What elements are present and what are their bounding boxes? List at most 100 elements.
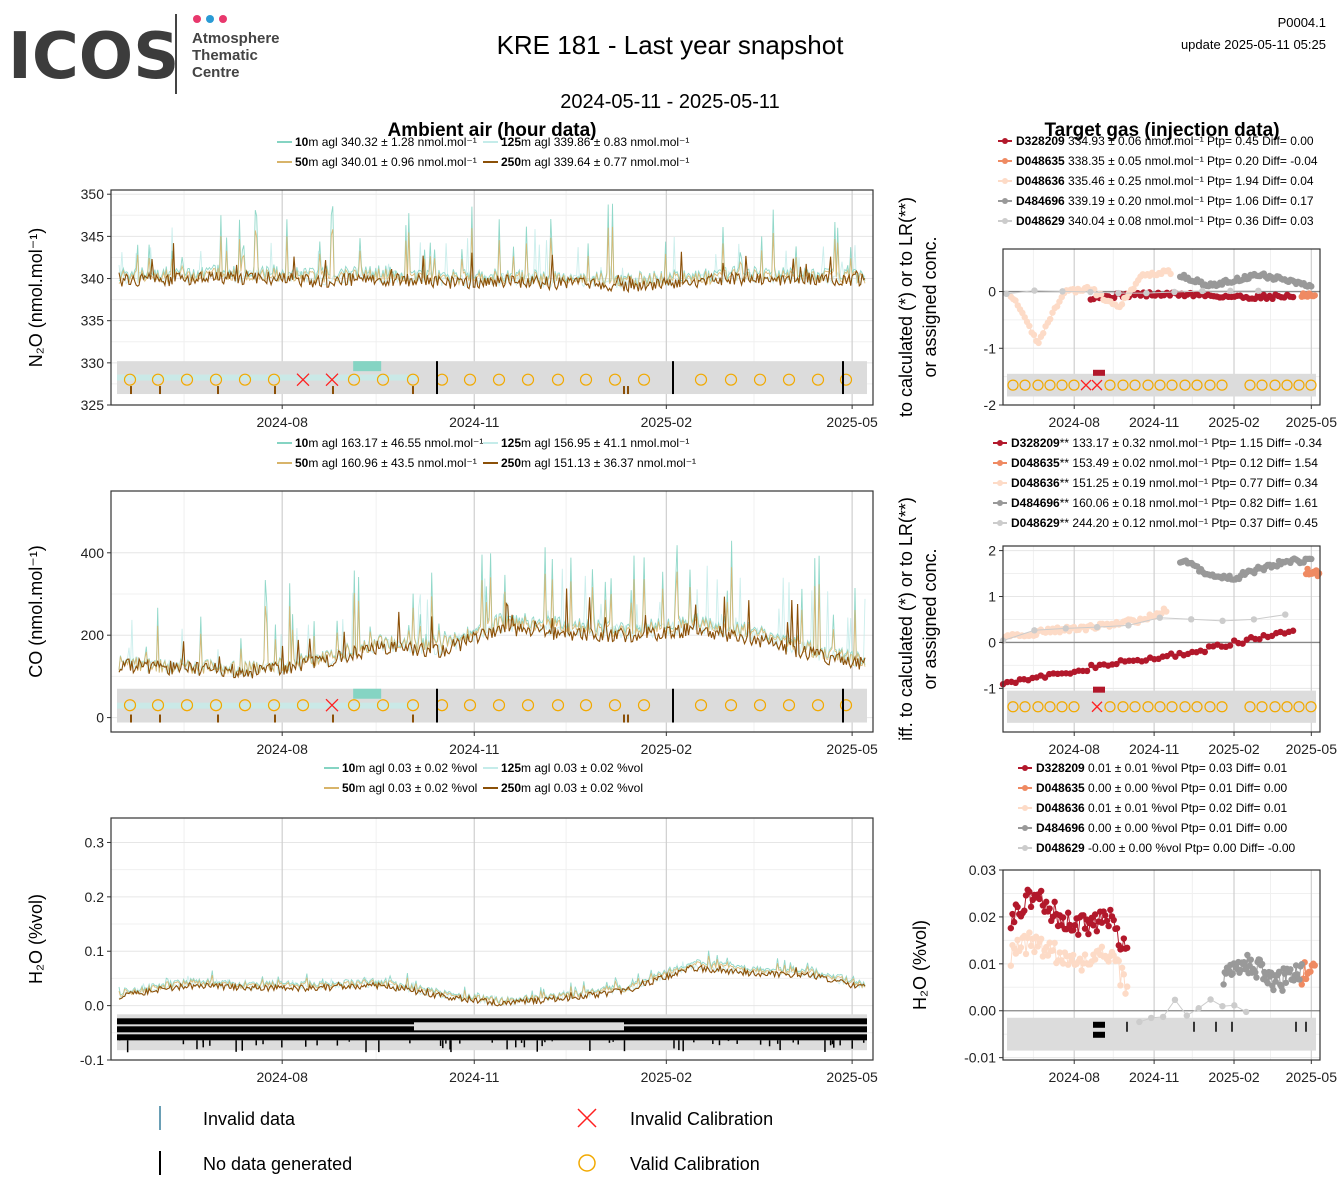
legend-entry-125: 125m agl 339.86 ± 0.83 nmol.mol⁻¹ — [501, 135, 689, 149]
panel-border — [110, 189, 874, 406]
legend-cylinder-id: D484696 — [1036, 821, 1085, 835]
valid-calibration-marker — [1166, 379, 1178, 391]
legend-stats: 0.00 ± 0.00 %vol Ptp= 0.01 Diff= 0.00 — [1085, 781, 1288, 795]
legend-height: 250 — [501, 155, 521, 169]
valid-calibration-marker — [1056, 379, 1068, 391]
data-gap-strip — [414, 1022, 624, 1031]
target-point-D048636 — [1031, 948, 1038, 956]
target-point-D328209 — [1098, 919, 1106, 926]
target-point-D328209 — [1107, 906, 1114, 914]
valid-calibration-marker — [694, 373, 708, 386]
y-tick-label: 0.3 — [85, 834, 105, 850]
target-point-D328209 — [1046, 905, 1053, 912]
target-point-D328209 — [1091, 911, 1099, 918]
target-point-D484696 — [1308, 283, 1315, 290]
invalid-data-strip — [117, 374, 417, 381]
target-point-D328209 — [1064, 909, 1072, 916]
target-point-D328209 — [1071, 921, 1079, 929]
valid-calibration-marker — [1269, 379, 1281, 391]
target-point-D048636 — [1051, 939, 1058, 947]
target-point-D048629 — [1031, 627, 1038, 634]
legend-stats: m agl 340.01 ± 0.96 nmol.mol⁻¹ — [308, 155, 476, 169]
legend-stats: ** 153.49 ± 0.02 nmol.mol⁻¹ Ptp= 0.12 Di… — [1060, 456, 1319, 470]
valid-calibration-marker — [492, 699, 506, 712]
y-tick-label: -0.01 — [964, 1050, 996, 1066]
logo-line-1: Atmosphere — [192, 30, 280, 47]
series-line-250 — [118, 243, 866, 294]
y-tick-label: -2 — [984, 397, 997, 413]
valid-calibration-marker — [1142, 379, 1154, 391]
target-panel-1: -1 0 1 2 2024-08 2024-11 2025-02 2025-05 iff. to… — [896, 436, 1337, 757]
valid-calibration-marker — [1166, 701, 1178, 713]
legend-entry-D484696: D484696 0.00 ± 0.00 %vol Ptp= 0.01 Diff=… — [1036, 821, 1288, 835]
series-line-10 — [118, 950, 866, 1005]
valid-calibration-marker — [151, 373, 165, 386]
legend-entry-D328209: D328209 0.01 ± 0.01 %vol Ptp= 0.03 Diff=… — [1036, 761, 1288, 775]
legend-dot-D048635 — [997, 460, 1003, 466]
y-tick-label: 2 — [988, 543, 996, 559]
flag-band — [1007, 1017, 1316, 1051]
target-point-D048636 — [1030, 331, 1038, 339]
date-range: 2024-05-11 - 2025-05-11 — [560, 91, 779, 113]
target-point-D484696 — [1282, 979, 1290, 986]
invalid-data-strip — [117, 702, 417, 709]
legend-dot-D484696 — [1022, 825, 1028, 831]
valid-calibration-marker — [1244, 379, 1256, 391]
legend-entry-D048635: D048635** 153.49 ± 0.02 nmol.mol⁻¹ Ptp= … — [1011, 456, 1318, 470]
target-point-D048636 — [1044, 952, 1052, 959]
x-tick-label: 2024-08 — [1049, 1069, 1101, 1085]
target-point-D048629 — [1156, 614, 1164, 621]
legend-height: 50 — [295, 456, 309, 470]
legend-dot-D328209 — [1002, 138, 1008, 144]
target-point-D484696 — [1247, 956, 1254, 963]
valid-calibration-marker — [209, 373, 223, 386]
valid-calibration-marker — [811, 373, 825, 386]
legend-stats: 0.01 ± 0.01 %vol Ptp= 0.03 Diff= 0.01 — [1085, 761, 1288, 775]
valid-calibration-marker — [1305, 379, 1317, 391]
target-point-D048636 — [1007, 962, 1015, 969]
target-point-D328209 — [1043, 898, 1050, 906]
valid-calibration-marker — [1191, 379, 1203, 391]
legend-dot-D048635 — [1002, 158, 1008, 164]
legend: D328209** 133.17 ± 0.32 nmol.mol⁻¹ Ptp= … — [993, 436, 1322, 530]
x-tick-label: 2024-11 — [449, 1069, 500, 1085]
y-tick-label: 0.1 — [85, 943, 105, 959]
target-point-D048629 — [1062, 625, 1069, 632]
x-tick-label: 2025-05 — [826, 414, 878, 430]
x-tick-label: 2024-08 — [256, 1069, 308, 1085]
valid-calibration-marker — [1117, 379, 1129, 391]
legend: D328209 0.01 ± 0.01 %vol Ptp= 0.03 Diff=… — [1018, 761, 1296, 855]
y-tick-label: 0 — [96, 710, 104, 726]
valid-calibration-marker — [1019, 379, 1031, 391]
legend-stats: m agl 339.86 ± 0.83 nmol.mol⁻¹ — [521, 135, 689, 149]
y-tick-label: 1 — [988, 589, 996, 605]
valid-calibration-marker — [551, 699, 565, 712]
target-point-D328209 — [1075, 931, 1082, 938]
target-point-D328209 — [1037, 887, 1045, 895]
update-stamp: update 2025-05-11 05:25 — [1181, 37, 1326, 52]
legend-entry-10: 10m agl 0.03 ± 0.02 %vol — [342, 761, 477, 775]
legend-entry-50: 50m agl 160.96 ± 43.5 nmol.mol⁻¹ — [295, 456, 477, 470]
valid-calibration-marker — [1104, 379, 1116, 391]
legend-dot-D048629 — [997, 520, 1003, 526]
target-point-D328209 — [1256, 635, 1263, 643]
legend-height: 125 — [501, 761, 521, 775]
legend-stats: m agl 163.17 ± 46.55 nmol.mol⁻¹ — [308, 436, 483, 450]
invalid-data-block — [1093, 369, 1105, 376]
y-tick-label: -0.1 — [80, 1052, 104, 1068]
valid-calibration-marker — [123, 699, 137, 712]
valid-calibration-marker — [1179, 701, 1191, 713]
x-tick-label: 2025-05 — [826, 741, 878, 757]
target-point-D048636 — [1026, 322, 1033, 330]
flag-band — [1007, 373, 1316, 397]
valid-calibration-marker — [180, 699, 194, 712]
valid-calibration-marker — [1244, 701, 1256, 713]
target-point-D328209 — [1009, 910, 1016, 918]
x-tick-label: 2024-11 — [1129, 741, 1180, 757]
legend-entry-250: 250m agl 151.13 ± 36.37 nmol.mol⁻¹ — [501, 456, 696, 470]
x-tick-label: 2025-05 — [1286, 1069, 1338, 1085]
legend-entry-D328209: D328209 334.93 ± 0.06 nmol.mol⁻¹ Ptp= 0.… — [1016, 134, 1314, 148]
y-tick-label: 335 — [81, 313, 105, 329]
valid-calibration-marker — [1044, 701, 1056, 713]
